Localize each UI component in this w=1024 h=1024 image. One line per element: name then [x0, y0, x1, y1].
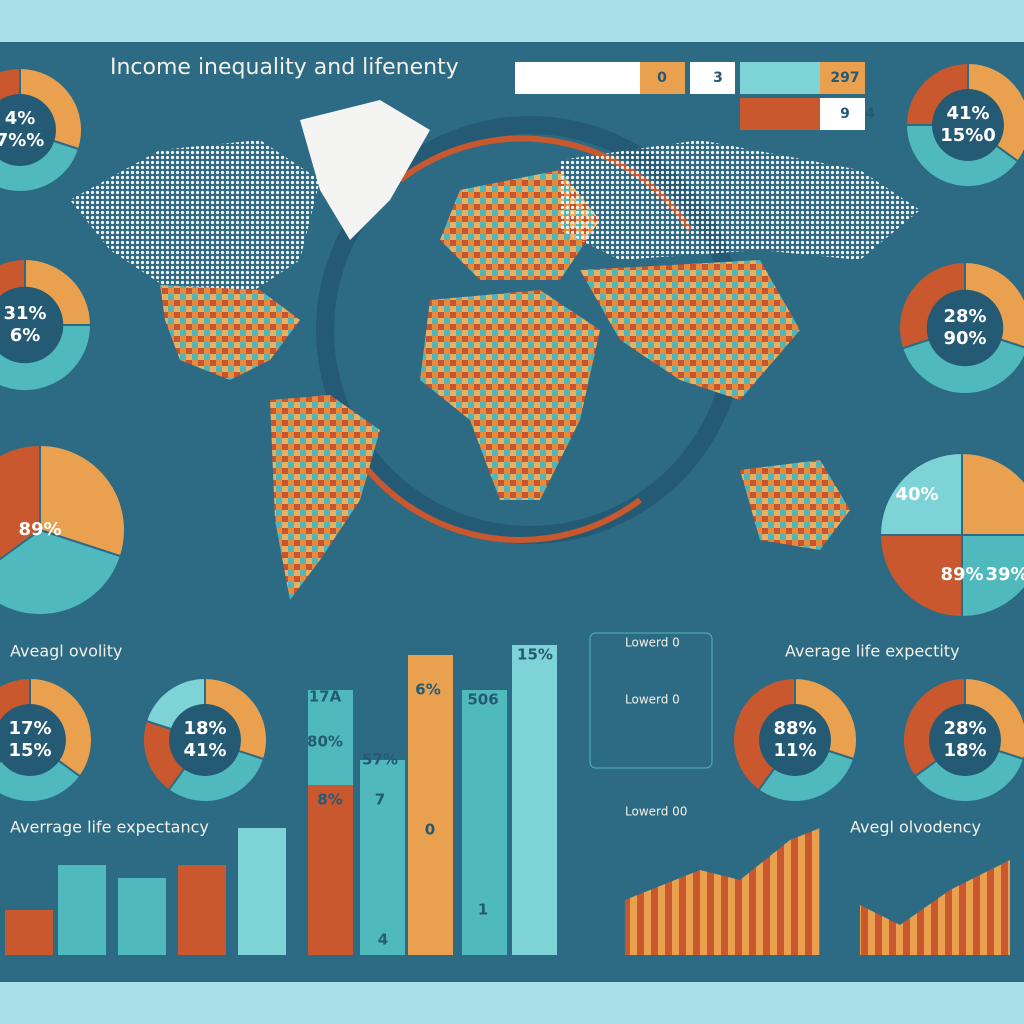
label: 9 — [840, 106, 850, 122]
donut-hole — [0, 286, 64, 364]
donut-segment — [0, 528, 123, 616]
label: 15% — [8, 740, 51, 761]
label: 28% — [943, 306, 986, 327]
label: Averrage life expectancy — [10, 818, 209, 837]
header-box — [820, 62, 865, 94]
header-box — [690, 62, 735, 94]
continent — [300, 100, 430, 240]
label: 89% — [940, 564, 983, 585]
donut-segment — [961, 534, 1024, 619]
label: Lowerd 0 — [625, 636, 680, 650]
label: Aveagl ovolity — [10, 642, 123, 661]
donut-hole — [932, 89, 1004, 161]
donut-segment — [961, 451, 1024, 536]
label: 17A — [309, 688, 342, 706]
continent — [270, 395, 380, 600]
label: 1 — [478, 901, 488, 919]
bar — [178, 865, 226, 955]
label: 89% — [18, 519, 61, 540]
bar — [118, 878, 166, 955]
area — [860, 860, 1010, 955]
label: 4 — [865, 106, 875, 122]
label: 6% — [415, 681, 440, 699]
bar — [58, 865, 106, 955]
label: Lowerd 0 — [625, 693, 680, 707]
label: 18% — [943, 740, 986, 761]
map-arc — [357, 458, 642, 543]
label: Average life expectity — [785, 642, 960, 661]
donut-hole — [926, 289, 1004, 367]
donut-segment — [878, 534, 963, 619]
continent — [580, 260, 800, 400]
continent — [160, 285, 300, 380]
label: 31% — [3, 303, 46, 324]
area — [625, 828, 820, 955]
bottom-strip — [0, 982, 1024, 1024]
header-box — [740, 98, 820, 130]
donut-hole — [169, 704, 241, 776]
donut-hole — [929, 704, 1001, 776]
label: 11% — [773, 740, 816, 761]
label: 40% — [895, 484, 938, 505]
label: 297 — [830, 70, 859, 86]
donut-segment — [0, 443, 41, 561]
continent — [740, 460, 850, 550]
label: 8% — [317, 791, 342, 809]
label: 28% — [943, 718, 986, 739]
label: 41% — [183, 740, 226, 761]
label: 0 — [657, 70, 667, 86]
label: 88% — [773, 718, 816, 739]
bar — [238, 828, 286, 955]
label: Lowerd 00 — [625, 805, 687, 819]
label: 41% — [946, 103, 989, 124]
header-box — [740, 62, 820, 94]
donut-hole — [0, 94, 56, 166]
header-box — [820, 98, 865, 130]
donut-hole — [0, 704, 66, 776]
continent — [420, 290, 600, 500]
label: 39% — [985, 564, 1024, 585]
bar — [308, 785, 353, 955]
label: 17% — [8, 718, 51, 739]
label: Income inequality and lifenenty — [110, 55, 459, 80]
label: 4% — [5, 108, 36, 129]
bar — [360, 760, 405, 955]
legend-box — [589, 632, 713, 769]
bar — [512, 645, 557, 955]
donut-segment — [878, 451, 963, 536]
donut-segment — [39, 443, 126, 558]
bar — [408, 655, 453, 955]
label: 80% — [307, 733, 343, 751]
label: 18% — [183, 718, 226, 739]
label: 4 — [378, 931, 388, 949]
header-box — [640, 62, 685, 94]
label: 6% — [10, 325, 41, 346]
continent — [70, 140, 320, 320]
label: 7%% — [0, 130, 44, 151]
donut-hole — [759, 704, 831, 776]
label: 0 — [425, 821, 435, 839]
header-box — [515, 62, 640, 94]
label: 57% — [362, 751, 398, 769]
label: 15%0 — [940, 125, 996, 146]
label: 3 — [713, 70, 723, 86]
label: 506 — [467, 691, 498, 709]
bar — [5, 910, 53, 955]
bar — [462, 690, 507, 955]
label: 90% — [943, 328, 986, 349]
label: Avegl olvodency — [850, 818, 981, 837]
label: 7 — [375, 791, 385, 809]
continent — [560, 140, 920, 260]
label: 15% — [517, 646, 553, 664]
